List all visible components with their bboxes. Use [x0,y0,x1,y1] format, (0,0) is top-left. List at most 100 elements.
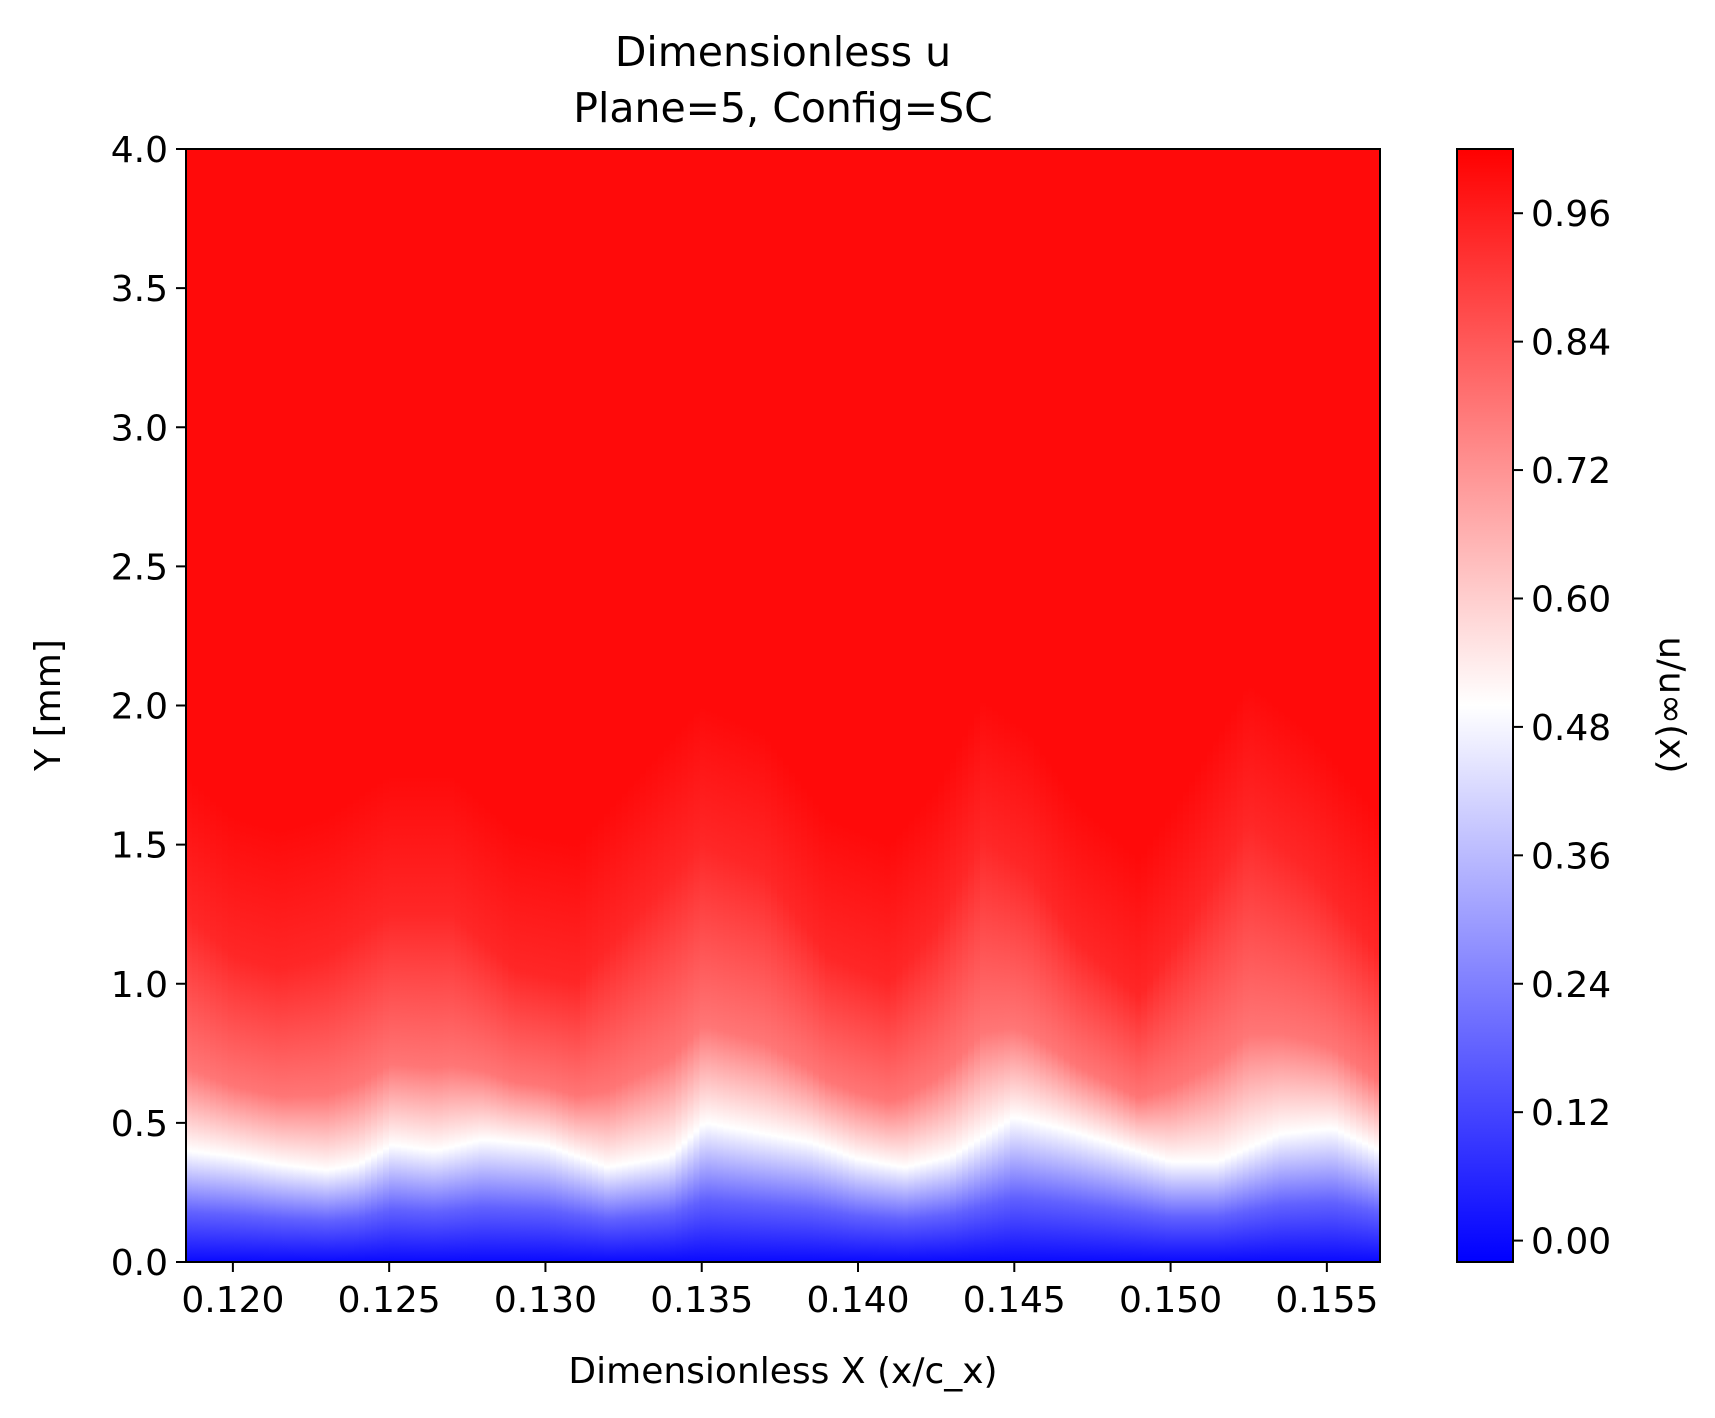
heatmap-strip [932,149,940,1262]
colorbar-tick-label: 0.48 [1531,708,1611,749]
heatmap-strip [854,149,862,1262]
heatmap-strip [1153,149,1160,1262]
heatmap-strip [496,149,504,1262]
heatmap-strip [186,149,193,1262]
heatmap-strip [800,149,808,1262]
heatmap-strip [1165,149,1172,1262]
heatmap-strip [657,149,665,1262]
heatmap-strip [603,149,611,1262]
heatmap-strip [944,149,951,1262]
heatmap-strip [1212,149,1220,1262]
heatmap-strip [1099,149,1107,1262]
heatmap-strip [1236,149,1244,1262]
heatmap-strip [448,149,456,1262]
heatmap-strip [1033,149,1041,1262]
chart-subtitle: Plane=5, Config=SC [573,84,993,132]
heatmap-strip [490,149,498,1262]
y-tick-label: 1.0 [111,965,168,1006]
heatmap-strip [753,149,760,1262]
heatmap-strip [812,149,820,1262]
heatmap-strip [287,149,295,1262]
heatmap-strip [239,149,247,1262]
heatmap-strip [1105,149,1113,1262]
heatmap-strip [454,149,462,1262]
heatmap-strip [532,149,540,1262]
heatmap-strip [1135,149,1142,1262]
colorbar-tick-label: 0.96 [1531,194,1611,235]
heatmap-strip [1188,149,1196,1262]
colorbar-label: u/u∞(x) [1651,636,1692,773]
heatmap-strip [1117,149,1125,1262]
heatmap-strip [585,149,593,1262]
heatmap-strip [639,149,647,1262]
heatmap-strip [1338,149,1345,1262]
heatmap-strip [406,149,414,1262]
heatmap-strip [896,149,904,1262]
heatmap-strip [759,149,766,1262]
heatmap-strip [1194,149,1202,1262]
heatmap-strip [365,149,372,1262]
heatmap-strip [872,149,880,1262]
heatmap-field [186,149,1380,1262]
colorbar [1456,148,1514,1263]
heatmap-strip [359,149,366,1262]
heatmap-strip [597,149,605,1262]
heatmap-strip [460,149,468,1262]
heatmap-strip [783,149,790,1262]
heatmap-strip [424,149,432,1262]
heatmap-strip [508,149,516,1262]
heatmap-strip [209,149,217,1262]
heatmap-strip [794,149,802,1262]
heatmap-strip [1147,149,1154,1262]
heatmap-strip [699,149,707,1262]
heatmap-strip [1356,149,1363,1262]
heatmap-strip [311,149,319,1262]
heatmap-strip [609,149,617,1262]
heatmap-strip [1111,149,1119,1262]
heatmap-strip [1021,149,1029,1262]
heatmap-strip [765,149,772,1262]
heatmap-strip [627,149,635,1262]
heatmap-strip [233,149,241,1262]
heatmap-strip [968,149,975,1262]
heatmap-strip [621,149,629,1262]
heatmap-strip [377,149,384,1262]
heatmap-strip [1374,149,1380,1262]
x-tick-label: 0.125 [338,1280,441,1321]
heatmap-strip [950,149,957,1262]
heatmap-strip [466,149,474,1262]
heatmap-strip [269,149,277,1262]
y-tick-label: 0.0 [111,1243,168,1284]
x-tick-label: 0.135 [650,1280,753,1321]
heatmap-strip [544,149,551,1262]
heatmap-strip [974,149,981,1262]
heatmap-strip [580,149,587,1262]
heatmap-strip [1230,149,1238,1262]
heatmap-strip [1069,149,1077,1262]
heatmap-strip [1009,149,1017,1262]
colorbar-tick-label: 0.24 [1531,965,1611,1006]
colorbar-tick-label: 0.36 [1531,836,1611,877]
y-tick-label: 2.0 [111,687,168,728]
heatmap-strip [430,149,438,1262]
heatmap-strip [1368,149,1375,1262]
heatmap-strip [878,149,886,1262]
heatmap-strip [806,149,814,1262]
heatmap-strip [1350,149,1357,1262]
heatmap-strip [556,149,563,1262]
colorbar-tick-label: 0.84 [1531,323,1611,364]
heatmap-strip [478,149,486,1262]
heatmap-strip [1344,149,1351,1262]
heatmap-strip [824,149,832,1262]
heatmap-strip [848,149,856,1262]
y-axis-ticks: 0.0 0.5 1.0 1.5 2.0 2.5 3.0 3.5 4.0 [111,130,186,1284]
heatmap-strip [245,149,253,1262]
y-tick-label: 0.5 [111,1104,168,1145]
heatmap-strip [645,149,653,1262]
heatmap-strip [1332,149,1340,1262]
heatmap-strip [227,149,235,1262]
heatmap-strip [836,149,844,1262]
heatmap-strip [1057,149,1065,1262]
heatmap-strip [681,149,689,1262]
